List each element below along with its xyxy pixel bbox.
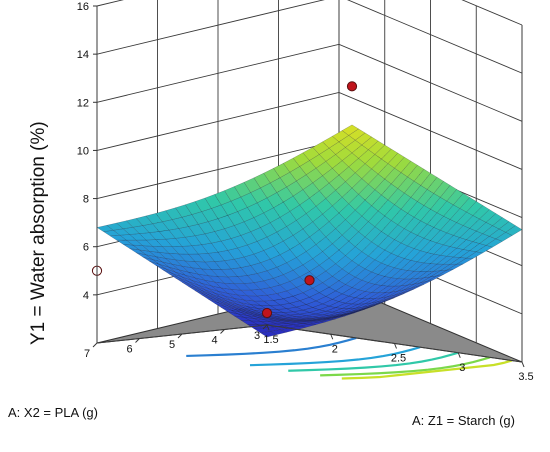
z-tick-mark — [92, 342, 98, 348]
contour-line — [320, 356, 491, 377]
y-tick-label: 14 — [77, 49, 89, 61]
z-tick-mark — [177, 333, 183, 339]
y-tick-label: 4 — [83, 290, 89, 302]
y-tick-label: 8 — [83, 194, 89, 206]
x-axis-label: A: Z1 = Starch (g) — [412, 413, 515, 428]
design-points — [91, 81, 358, 319]
x-tick-mark — [457, 352, 461, 358]
x-tick-label: 2 — [332, 343, 338, 355]
z-tick-mark — [135, 338, 140, 343]
z-tick-mark — [262, 324, 268, 330]
contour-line — [186, 336, 357, 358]
x-axis-ticks: 1.5 2 2.5 3 3.5 — [263, 324, 534, 383]
x-tick-mark — [266, 324, 270, 331]
z-tick-label: 3 — [254, 330, 260, 342]
y-tick-label: 12 — [77, 97, 89, 109]
x-tick-label: 2.5 — [391, 353, 406, 365]
contour-line — [288, 351, 459, 372]
design-point — [346, 81, 358, 92]
z-tick-label: 6 — [126, 344, 132, 356]
z-tick-label: 4 — [211, 335, 217, 347]
design-point — [304, 275, 315, 286]
x-tick-label: 1.5 — [263, 334, 278, 346]
y-tick-label: 6 — [83, 242, 89, 254]
contour-line — [341, 359, 513, 380]
horizontal-gridline — [96, 0, 523, 74]
x-tick-label: 3.5 — [518, 371, 533, 383]
y-tick-label: 10 — [77, 145, 89, 157]
z-tick-label: 7 — [84, 348, 90, 360]
z-axis-ticks: 3 4 5 6 7 — [84, 324, 268, 360]
y-tick-label: 16 — [77, 1, 89, 13]
z-axis-label: A: X2 = PLA (g) — [8, 405, 98, 420]
y-axis-ticks: 4 6 8 10 12 14 16 — [77, 1, 97, 302]
x-tick-mark — [394, 343, 397, 349]
x-tick-mark — [330, 334, 334, 340]
design-point — [261, 307, 273, 319]
surface-patch — [341, 124, 360, 136]
z-tick-mark — [220, 329, 225, 334]
x-tick-label: 3 — [459, 362, 465, 374]
z-tick-label: 5 — [169, 339, 175, 351]
contour-line — [249, 346, 421, 367]
x-tick-mark — [521, 361, 525, 368]
y-axis-label: Y1 = Water absorption (%) — [28, 121, 49, 345]
